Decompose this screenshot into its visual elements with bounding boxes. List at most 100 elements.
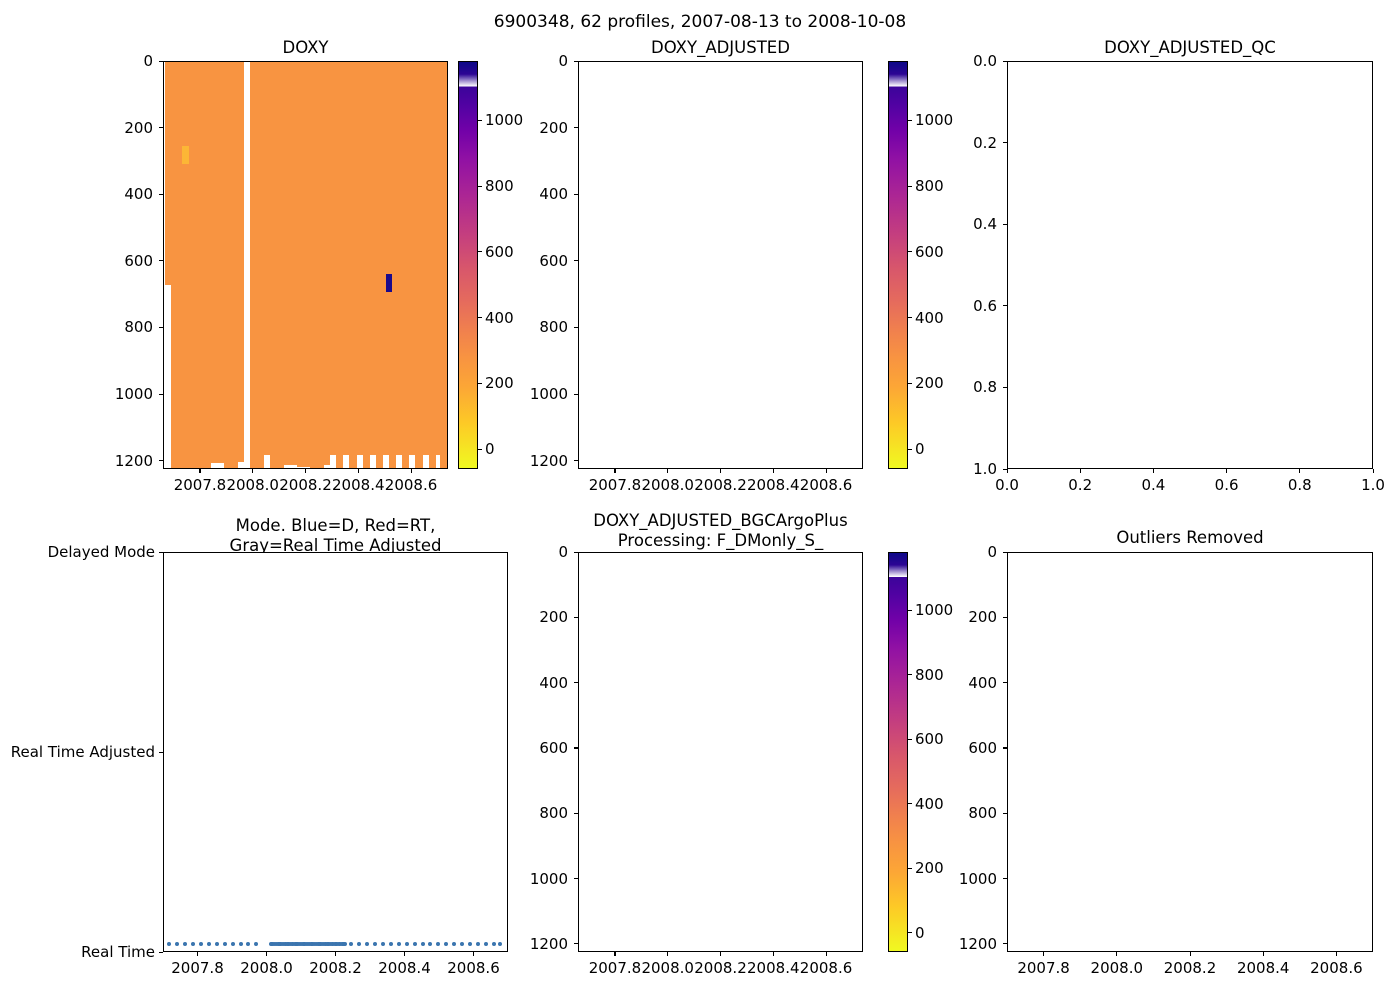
heatmap-profile-column — [421, 62, 430, 455]
doxy-adjusted-qc-xtick-mark — [1372, 469, 1374, 474]
mode-xtick-mark — [404, 952, 406, 957]
bgcargoplus-cbtick-label: 1000 — [915, 601, 954, 620]
mode-ytick-mark — [158, 951, 163, 953]
bgcargoplus-ytick-mark — [573, 747, 578, 749]
doxy-adjusted-ytick-mark — [573, 127, 578, 129]
doxy-adjusted-qc-xtick-mark — [1079, 469, 1081, 474]
mode-xtick-mark — [197, 952, 199, 957]
mode-ytick-mark — [158, 551, 163, 553]
doxy-ytick-mark — [158, 393, 163, 395]
doxy-cbtick-mark — [478, 382, 483, 385]
doxy-ytick-mark — [158, 260, 163, 262]
doxy-adjusted-cbtick-mark — [908, 382, 913, 385]
mode-marker — [254, 942, 259, 946]
figure-suptitle: 6900348, 62 profiles, 2007-08-13 to 2008… — [493, 12, 907, 32]
doxy-cbtick-mark — [478, 185, 483, 187]
doxy-adjusted-xtick-mark — [720, 469, 722, 474]
doxy-xtick-mark — [305, 469, 307, 474]
bgcargoplus-cbtick-label: 600 — [915, 730, 944, 749]
mode-ytick-label: Real Time Adjusted — [10, 743, 155, 761]
heatmap-profile-column — [336, 62, 344, 468]
mode-marker — [468, 942, 473, 946]
bgcargoplus-cbtick-label: 400 — [915, 794, 944, 813]
doxy-colorbar-gradient — [459, 62, 477, 468]
heatmap-profile-column — [375, 62, 383, 468]
bgcargoplus-xtick-mark — [667, 952, 669, 957]
bgcargoplus-ytick-label: 0 — [558, 543, 568, 561]
doxy-ytick-mark — [158, 326, 163, 329]
heatmap-profile-column — [237, 62, 245, 462]
bgcargoplus-xtick-mark — [825, 952, 827, 957]
doxy-title: DOXY — [282, 38, 329, 57]
bgcargoplus-ytick-mark — [573, 943, 578, 945]
mode-marker — [412, 942, 417, 946]
outliers-xtick-label: 2008.6 — [1310, 959, 1363, 977]
mode-xtick-mark — [473, 952, 475, 957]
outliers-ytick-mark — [1002, 616, 1007, 618]
heatmap-profile-column — [395, 62, 403, 455]
doxy-adjusted-qc-ytick-mark — [1002, 60, 1007, 62]
mode-marker — [206, 942, 211, 946]
doxy-xtick-label: 2008.6 — [384, 476, 438, 494]
mode-marker — [420, 942, 425, 946]
doxy-adjusted-xtick-label: 2008.6 — [799, 476, 853, 494]
outliers-ytick-label: 200 — [968, 608, 997, 627]
bgcargoplus-ytick-label: 400 — [539, 673, 568, 692]
doxy-ytick-mark — [158, 127, 163, 129]
doxy-adjusted-qc-xtick-mark — [1152, 469, 1154, 474]
doxy-adjusted-cbtick-label: 400 — [915, 308, 944, 327]
heatmap-profile-column — [197, 62, 205, 468]
bgcargoplus-xtick-label: 2008.6 — [799, 959, 853, 977]
bgcargoplus-xtick-label: 2008.0 — [641, 959, 694, 977]
doxy-cbtick-label: 400 — [485, 308, 514, 327]
outliers-ytick-label: 600 — [968, 738, 997, 757]
doxy-ytick-label: 200 — [124, 118, 153, 137]
heatmap-profile-column — [270, 62, 278, 468]
bgcargoplus-cbtick-label: 800 — [915, 665, 944, 684]
doxy-xtick-mark — [252, 469, 254, 474]
doxy-adjusted-qc-ytick-label: 0.8 — [973, 378, 997, 397]
doxy-cbtick-label: 1000 — [485, 111, 524, 130]
doxy-adjusted-cbtick-label: 0 — [915, 440, 925, 459]
doxy-adjusted-title: DOXY_ADJUSTED — [651, 38, 790, 57]
mode-xtick-mark — [335, 952, 337, 957]
outliers-xtick-label: 2008.4 — [1236, 959, 1290, 977]
mode-marker — [198, 942, 203, 946]
mode-marker — [436, 942, 441, 946]
doxy-adjusted-qc-ytick-mark — [1002, 305, 1007, 307]
doxy-adjusted-qc-xtick-label: 0.0 — [995, 476, 1019, 494]
bgcargoplus-xtick-mark — [614, 952, 616, 957]
doxy-ytick-label: 600 — [124, 251, 153, 270]
heatmap-profile-column — [217, 62, 225, 464]
doxy-cbtick-label: 600 — [485, 242, 514, 261]
doxy-ytick-mark — [158, 60, 163, 62]
heatmap-profile-column — [230, 62, 238, 468]
doxy-adjusted-qc-ytick-mark — [1002, 142, 1007, 144]
mode-marker — [191, 942, 196, 946]
bgcargoplus-cbtick-label: 0 — [915, 923, 925, 942]
mode-marker — [404, 942, 409, 946]
outliers-ytick-label: 1200 — [958, 934, 997, 953]
bgcargoplus-ytick-label: 600 — [539, 738, 568, 757]
mode-title: Mode. Blue=D, Red=RT, Gray=Real Time Adj… — [229, 516, 442, 555]
heatmap-profile-column — [322, 62, 331, 465]
doxy-ytick-mark — [158, 460, 163, 462]
doxy-xtick-label: 2008.0 — [226, 476, 279, 494]
heatmap-profile-column — [415, 62, 423, 468]
heatmap-profile-column — [388, 62, 397, 468]
doxy-adjusted-ytick-label: 800 — [539, 318, 568, 337]
doxy-adjusted-qc-ytick-mark — [1002, 386, 1007, 388]
doxy-adjusted-qc-title: DOXY_ADJUSTED_QC — [1104, 38, 1276, 57]
doxy-ytick-label: 400 — [124, 185, 153, 204]
doxy-adjusted-qc-xtick-label: 0.6 — [1214, 476, 1239, 494]
outliers-ytick-label: 400 — [968, 673, 997, 692]
doxy-cbtick-label: 0 — [485, 440, 495, 459]
mode-marker — [491, 942, 496, 946]
heatmap-profile-column — [164, 62, 172, 286]
bgcargoplus-ytick-mark — [573, 878, 578, 880]
bgcargoplus-ytick-mark — [573, 812, 578, 814]
bgcargoplus-axes — [578, 552, 863, 952]
mode-marker — [214, 942, 219, 946]
doxy-adjusted-qc-ytick-label: 0.2 — [973, 133, 997, 152]
doxy-cbtick-label: 800 — [485, 177, 514, 196]
